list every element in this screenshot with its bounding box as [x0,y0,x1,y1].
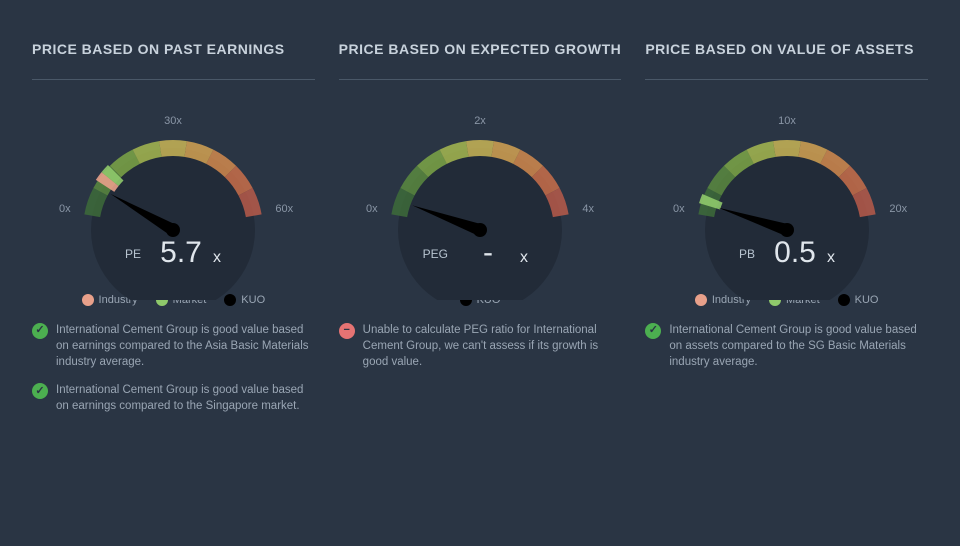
dashboard-container: PRICE BASED ON PAST EARNINGS 0x 30x 60x PE 5.… [0,0,960,546]
svg-text:2x: 2x [474,115,486,127]
svg-text:0x: 0x [673,203,685,215]
svg-text:0x: 0x [59,203,71,215]
value-panel: PRICE BASED ON PAST EARNINGS 0x 30x 60x PE 5.… [32,40,315,506]
check-icon: ✓ [32,383,48,399]
value-panel: PRICE BASED ON VALUE OF ASSETS 0x 10x 20x PB… [645,40,928,506]
panel-title: PRICE BASED ON PAST EARNINGS [32,40,315,80]
svg-text:x: x [827,249,835,266]
check-icon: ✓ [645,323,661,339]
svg-text:PEG: PEG [423,247,448,261]
svg-text:10x: 10x [778,115,796,127]
svg-text:PB: PB [739,247,755,261]
svg-text:4x: 4x [582,203,594,215]
gauge-chart: 0x 10x 20x PB 0.5 x [645,100,928,300]
notes-list: −Unable to calculate PEG ratio for Inter… [339,322,622,370]
notes-list: ✓ International Cement Group is good valu… [32,322,315,414]
check-icon: ✓ [32,323,48,339]
gauge-chart: 0x 2x 4x PEG - x [339,100,622,300]
note-item: ✓ International Cement Group is good valu… [32,322,315,370]
panel-title: PRICE BASED ON EXPECTED GROWTH [339,40,622,80]
svg-text:30x: 30x [164,115,182,127]
svg-text:x: x [520,249,528,266]
note-text: International Cement Group is good value… [56,382,315,414]
note-item: −Unable to calculate PEG ratio for Inter… [339,322,622,370]
note-text: Unable to calculate PEG ratio for Intern… [363,322,622,370]
svg-text:60x: 60x [276,203,294,215]
note-text: International Cement Group is good value… [669,322,928,370]
svg-text:20x: 20x [889,203,907,215]
note-item: ✓ International Cement Group is good valu… [32,382,315,414]
panel-title: PRICE BASED ON VALUE OF ASSETS [645,40,928,80]
note-text: International Cement Group is good value… [56,322,315,370]
svg-text:x: x [213,249,221,266]
svg-text:5.7: 5.7 [160,236,202,269]
note-item: ✓ International Cement Group is good valu… [645,322,928,370]
minus-icon: − [339,323,355,339]
gauge-chart: 0x 30x 60x PE 5.7 x [32,100,315,300]
svg-text:-: - [483,236,493,269]
svg-text:0.5: 0.5 [774,236,816,269]
value-panel: PRICE BASED ON EXPECTED GROWTH 0x 2x 4x PEG -… [339,40,622,506]
svg-text:0x: 0x [366,203,378,215]
notes-list: ✓ International Cement Group is good valu… [645,322,928,370]
svg-text:PE: PE [125,247,141,261]
